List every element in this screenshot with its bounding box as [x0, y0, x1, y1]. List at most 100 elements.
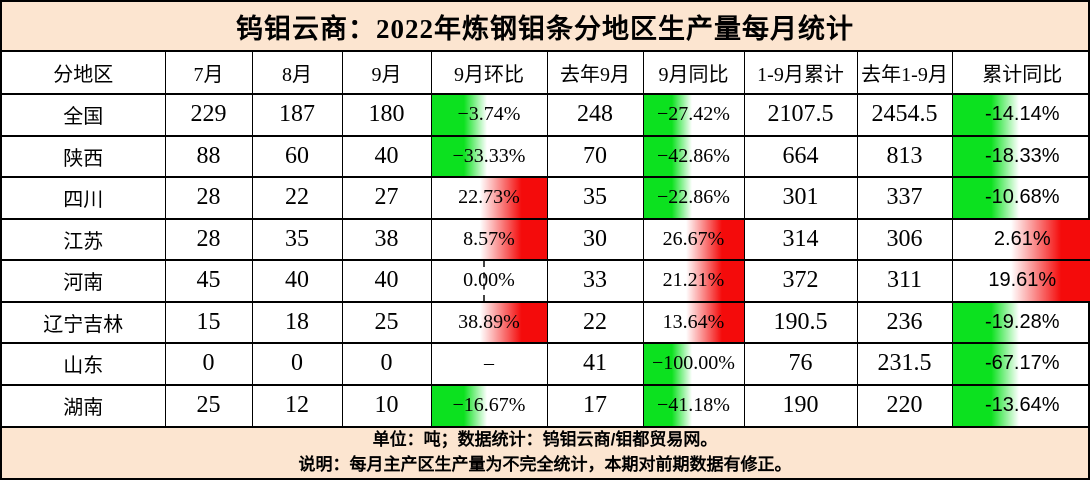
- pct-cell: -14.14%: [951, 93, 1090, 137]
- pct-cell: -18.33%: [951, 134, 1090, 178]
- table-body: 全国 229 187 180 −3.74% 248 −27.42% 2107.5 2454.5-…: [1, 93, 1090, 427]
- red-databar: [479, 220, 546, 259]
- green-databar: [644, 137, 692, 176]
- pct-cell: 8.57%: [430, 217, 548, 261]
- pct-cell: -10.68%: [951, 176, 1090, 220]
- region-name-cell: 辽宁吉林: [1, 300, 166, 344]
- value-cell: 25: [164, 383, 253, 427]
- col-header-july: 7月: [164, 51, 253, 95]
- value-cell: 314: [743, 217, 858, 261]
- value-cell: 190: [743, 383, 858, 427]
- pct-cell: 2.61%: [951, 217, 1090, 261]
- green-databar: [953, 303, 1020, 342]
- pct-cell: 26.67%: [642, 217, 745, 261]
- value-cell: 28: [164, 176, 253, 220]
- pct-value: −16.67%: [452, 394, 526, 417]
- pct-cell: 13.64%: [642, 300, 745, 344]
- col-header-yoy: 9月同比: [642, 51, 745, 95]
- pct-value: 8.57%: [463, 227, 515, 250]
- pct-cell: -67.17%: [951, 342, 1090, 386]
- value-cell: 231.5: [856, 342, 953, 386]
- region-name-cell: 全国: [1, 93, 166, 137]
- table-row: 全国 229 187 180 −3.74% 248 −27.42% 2107.5 2454.5 -…: [1, 93, 1090, 137]
- pct-value: −3.74%: [457, 103, 521, 126]
- red-databar: [479, 178, 546, 217]
- value-cell: 337: [856, 176, 953, 220]
- col-header-cumulative-yoy: 累计同比: [951, 51, 1090, 95]
- header-row: 分地区 7月 8月 9月 9月环比 去年9月 9月同比 1-9月累计 去年1-9…: [1, 51, 1090, 95]
- value-cell: 22: [546, 300, 644, 344]
- value-cell: 664: [743, 134, 858, 178]
- red-databar: [685, 220, 743, 259]
- pct-cell: −3.74%: [430, 93, 548, 137]
- pct-value: 38.89%: [458, 310, 520, 333]
- region-name-cell: 山东: [1, 342, 166, 386]
- table-row: 陕西 88 60 40 −33.33% 70 −42.86% 664 813 -18.33%: [1, 134, 1090, 178]
- green-databar: [644, 95, 692, 134]
- pct-value: 13.64%: [662, 310, 725, 333]
- green-databar: [644, 178, 692, 217]
- col-header-cumulative: 1-9月累计: [743, 51, 858, 95]
- footer-unit-line: 单位：吨；数据统计：钨钼云商/钼都贸易网。: [372, 430, 718, 450]
- value-cell: 70: [546, 134, 644, 178]
- pct-value: 21.21%: [662, 269, 725, 292]
- page-title: 钨钼云商：2022年炼钢钼条分地区生产量每月统计: [2, 2, 1088, 52]
- pct-cell: −16.67%: [430, 383, 548, 427]
- value-cell: 38: [341, 217, 432, 261]
- green-databar: [953, 137, 1020, 176]
- table-row: 四川 28 22 27 22.73% 35 −22.86% 301 337 -10.68%: [1, 176, 1090, 220]
- value-cell: 0: [164, 342, 253, 386]
- pct-value: −41.18%: [657, 394, 730, 417]
- table-row: 山东 0 0 0–41 −100.00% 76 231.5 -67.17%: [1, 342, 1090, 386]
- value-cell: 10: [341, 383, 432, 427]
- value-cell: 301: [743, 176, 858, 220]
- pct-cell: −33.33%: [430, 134, 548, 178]
- red-databar: [685, 303, 743, 342]
- pct-value: -13.64%: [985, 394, 1060, 417]
- footer-note-line: 说明：每月主产区生产量为不完全统计，本期对前期数据有修正。: [298, 455, 792, 474]
- value-cell: 0: [251, 342, 343, 386]
- red-databar: [1011, 261, 1090, 300]
- col-header-august: 8月: [251, 51, 343, 95]
- table-row: 辽宁吉林 15 18 25 38.89% 22 13.64% 190.5 236 -19.28%: [1, 300, 1090, 344]
- pct-value: −22.86%: [657, 186, 730, 209]
- value-cell: 35: [546, 176, 644, 220]
- pct-cell: -13.64%: [951, 383, 1090, 427]
- pct-cell: −22.86%: [642, 176, 745, 220]
- pct-cell: 19.61%: [951, 259, 1090, 303]
- region-name-cell: 湖南: [1, 383, 166, 427]
- pct-cell: −100.00%: [642, 342, 745, 386]
- table-row: 湖南 25 12 10 −16.67% 17 −41.18% 190 220 -13.64%: [1, 383, 1090, 427]
- table-row: 江苏 28 35 38 8.57% 30 26.67% 314 306 2.61%: [1, 217, 1090, 261]
- value-cell: 22: [251, 176, 343, 220]
- value-cell: 187: [251, 93, 343, 137]
- green-databar: [953, 178, 1020, 217]
- region-name-cell: 四川: [1, 176, 166, 220]
- value-cell: 12: [251, 383, 343, 427]
- value-cell: 190.5: [743, 300, 858, 344]
- pct-cell: −41.18%: [642, 383, 745, 427]
- region-name-cell: 江苏: [1, 217, 166, 261]
- value-cell: 248: [546, 93, 644, 137]
- pct-value: 0.00%: [463, 269, 515, 292]
- value-cell: 306: [856, 217, 953, 261]
- pct-value: −100.00%: [652, 352, 735, 375]
- col-header-region: 分地区: [1, 51, 166, 95]
- pct-value: 26.67%: [662, 227, 725, 250]
- red-databar: [479, 303, 546, 342]
- region-name-cell: 陕西: [1, 134, 166, 178]
- value-cell: 60: [251, 134, 343, 178]
- value-cell: 33: [546, 259, 644, 303]
- table-row: 河南 45 40 40 0.00% 33 21.21% 372 311 19.61%: [1, 259, 1090, 303]
- value-cell: 40: [341, 259, 432, 303]
- pct-cell: −42.86%: [642, 134, 745, 178]
- value-cell: 220: [856, 383, 953, 427]
- green-databar: [953, 386, 1020, 425]
- pct-value: 19.61%: [988, 269, 1057, 292]
- pct-value: -19.28%: [985, 310, 1060, 333]
- value-cell: 28: [164, 217, 253, 261]
- value-cell: 18: [251, 300, 343, 344]
- col-header-mom: 9月环比: [430, 51, 548, 95]
- value-cell: 76: [743, 342, 858, 386]
